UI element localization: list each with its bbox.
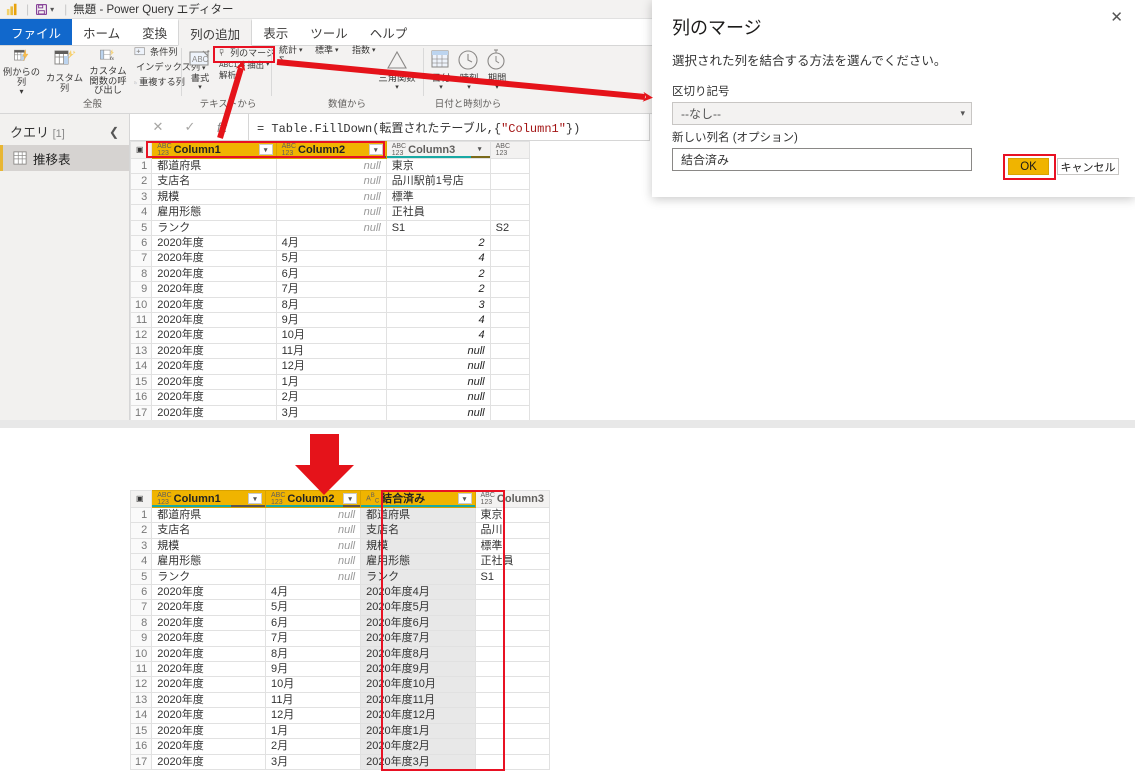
svg-text:ABC: ABC — [192, 55, 209, 64]
svg-text:fx: fx — [110, 56, 114, 62]
